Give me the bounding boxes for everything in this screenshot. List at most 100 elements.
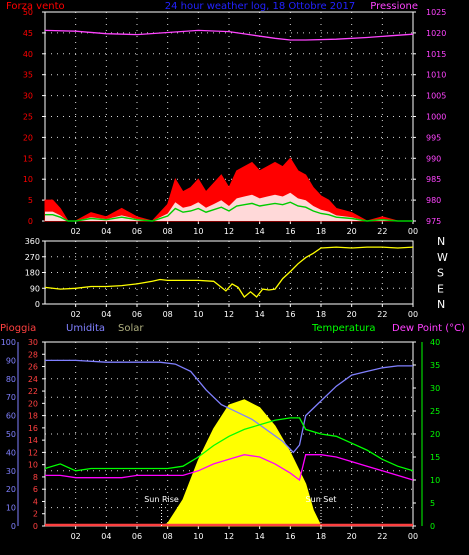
compass-label: E [437,282,444,295]
direction-panel-x-tick-label: 00 [408,310,418,319]
rain-y-tick-label: 30 [28,338,38,347]
temperature-axis-title: Temperatura [311,323,376,334]
wind-panel-x-tick-label: 12 [224,227,234,236]
solar-area [161,399,322,527]
direction-panel-x-tick-label: 10 [193,310,203,319]
wind-y-tick-label: 10 [23,175,33,184]
wind-panel-x-tick-label: 22 [377,227,387,236]
rain-y-tick-label: 18 [28,412,38,421]
direction-panel-x-tick-label: 18 [316,310,326,319]
chart-title: 24 hour weather log, 18 Ottobre 2017 [165,1,356,12]
temp-panel-x-tick-label: 12 [224,532,234,541]
humidity-line [45,359,413,454]
temperature-y-tick-label: 35 [430,361,440,370]
rain-y-tick-label: 14 [28,436,38,445]
wind-panel-x-tick-label: 18 [316,227,326,236]
wind-panel-x-tick-label: 14 [255,227,265,236]
compass-label: S [437,267,444,280]
direction-panel-x-tick-label: 12 [224,310,234,319]
direction-panel-x-tick-label: 22 [377,310,387,319]
wind-panel-x-tick-label: 02 [71,227,81,236]
temp-panel-x-tick-label: 18 [316,532,326,541]
wind-panel-x-tick-label: 16 [285,227,295,236]
humidity-y-tick-label: 70 [6,393,16,402]
humidity-y-tick-label: 10 [6,504,16,513]
humidity-y-tick-label: 80 [6,375,16,384]
rain-y-tick-label: 2 [33,510,38,519]
pressure-y-tick-label: 1020 [426,29,446,38]
wind-panel-x-tick-label: 08 [163,227,173,236]
compass-label: W [437,251,448,264]
wind-axis-title: Forza vento [6,1,65,12]
rain-y-tick-label: 20 [28,399,38,408]
compass-label: N [437,298,445,311]
temperature-y-tick-label: 10 [430,476,440,485]
wind-y-tick-label: 25 [23,113,33,122]
wind-y-tick-label: 0 [28,217,33,226]
direction-y-tick-label: 180 [25,269,40,278]
wind-panel-x-tick-label: 10 [193,227,203,236]
pressure-y-tick-label: 1000 [426,113,446,122]
wind-panel-x-tick-label: 04 [101,227,111,236]
rain-y-tick-label: 28 [28,350,38,359]
pressure-y-tick-label: 1005 [426,92,446,101]
rain-y-tick-label: 24 [28,375,38,384]
temp-panel-x-tick-label: 08 [163,532,173,541]
rain-y-tick-label: 0 [33,522,38,531]
temperature-line [44,417,414,472]
pressure-line [44,29,414,41]
temperature-y-tick-label: 30 [430,384,440,393]
pressure-y-tick-label: 985 [426,175,441,184]
temp-panel-x-tick-label: 22 [377,532,387,541]
direction-y-tick-label: 270 [25,253,40,262]
wind-y-tick-label: 45 [23,29,33,38]
direction-panel-x-tick-label: 20 [347,310,357,319]
humidity-y-tick-label: 90 [6,356,16,365]
direction-panel-x-tick-label: 08 [163,310,173,319]
direction-y-tick-label: 360 [25,237,40,246]
pressure-y-tick-label: 975 [426,217,441,226]
humidity-y-tick-label: 20 [6,485,16,494]
wind-y-tick-label: 35 [23,71,33,80]
wind-y-tick-label: 50 [23,8,33,17]
temp-panel-x-tick-label: 10 [193,532,203,541]
humidity-y-tick-label: 100 [1,338,16,347]
temp-panel-x-tick-label: 16 [285,532,295,541]
temperature-y-tick-label: 5 [430,499,435,508]
wind-y-tick-label: 30 [23,92,33,101]
humidity-axis-title: Umidita [66,323,105,334]
rain-y-tick-label: 26 [28,363,38,372]
temp-panel-x-tick-label: 06 [132,532,142,541]
direction-panel-x-tick-label: 06 [132,310,142,319]
wind-direction-line [44,246,414,298]
rain-axis-title: Pioggia [0,323,36,334]
humidity-y-tick-label: 40 [6,448,16,457]
compass-label: N [437,235,445,248]
direction-y-tick-label: 90 [30,284,40,293]
wind-average-line [45,201,413,222]
humidity-y-tick-label: 60 [6,412,16,421]
temp-panel-x-tick-label: 14 [255,532,265,541]
wind-panel-x-tick-label: 20 [347,227,357,236]
temperature-y-tick-label: 15 [430,453,440,462]
temperature-y-tick-label: 40 [430,338,440,347]
pressure-y-tick-label: 1025 [426,8,446,17]
wind-y-tick-label: 20 [23,133,33,142]
pressure-y-tick-label: 995 [426,133,441,142]
temp-panel-x-tick-label: 20 [347,532,357,541]
temperature-y-tick-label: 25 [430,407,440,416]
rain-y-tick-label: 10 [28,461,38,470]
wind-y-tick-label: 40 [23,50,33,59]
pressure-y-tick-label: 1010 [426,71,446,80]
solar-axis-title: Solar [118,323,144,334]
rain-y-tick-label: 16 [28,424,38,433]
humidity-y-tick-label: 0 [11,522,16,531]
sun-rise-label: Sun Rise [144,495,179,504]
direction-panel-x-tick-label: 02 [71,310,81,319]
sun-set-label: Sun Set [306,495,337,504]
pressure-y-tick-label: 1015 [426,50,446,59]
pressure-axis-title: Pressione [370,1,418,12]
temp-panel-x-tick-label: 00 [408,532,418,541]
